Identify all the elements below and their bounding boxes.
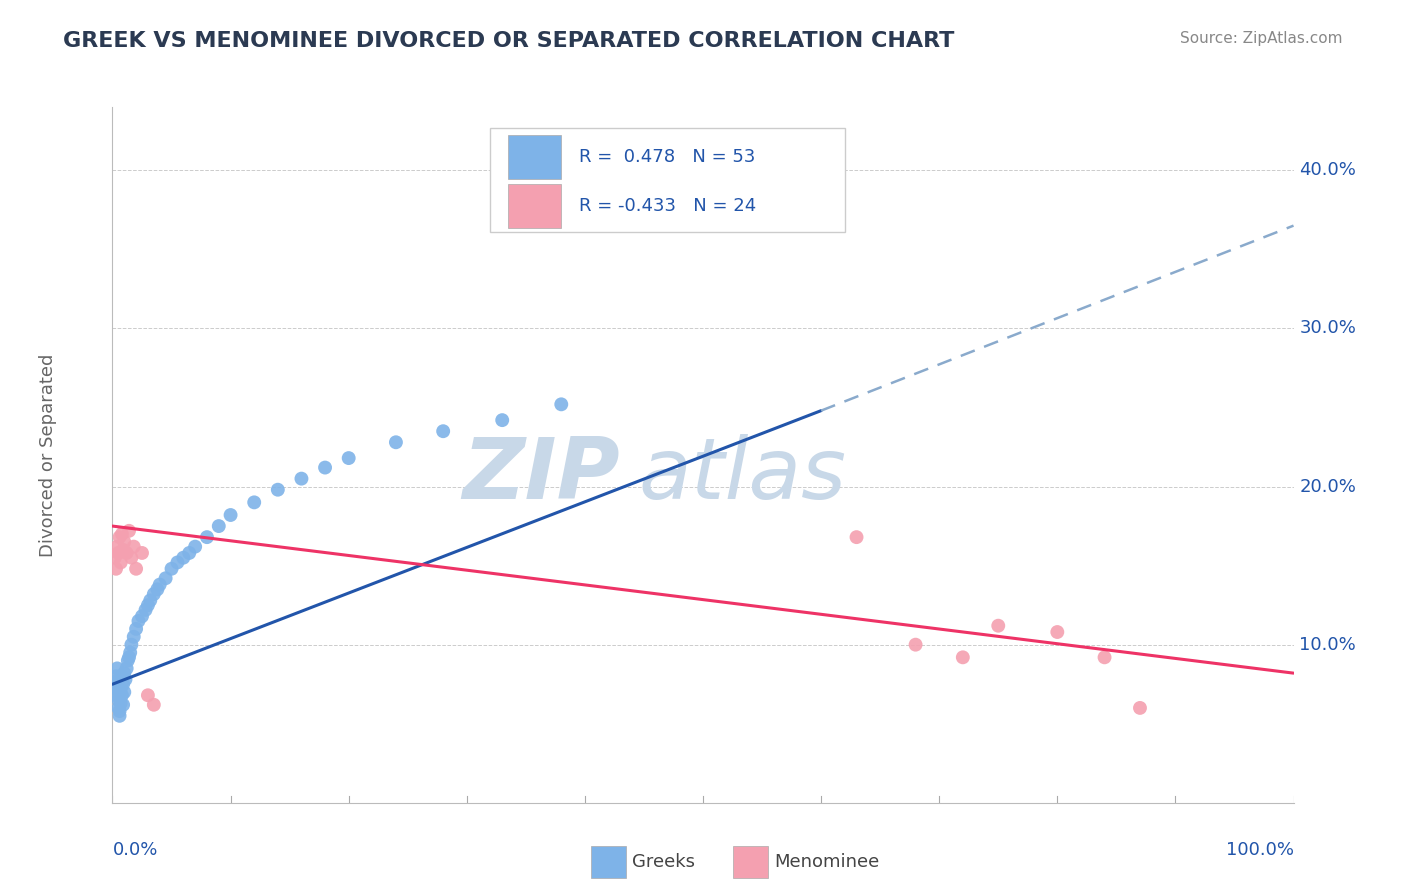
Point (117, 653, 139, 667)
Point (125, 622, 148, 636)
Point (337, 451, 360, 466)
Point (491, 413, 513, 427)
Point (107, 673, 129, 687)
Point (112, 685, 135, 699)
Point (115, 661, 138, 675)
Point (550, 397, 572, 411)
Point (142, 698, 165, 712)
Point (952, 650, 974, 665)
Point (112, 534, 135, 549)
Point (111, 527, 134, 541)
Point (131, 546, 153, 560)
Point (111, 688, 134, 702)
Point (267, 483, 290, 497)
Point (385, 435, 408, 450)
Point (166, 556, 188, 570)
Point (122, 630, 145, 644)
Point (1094, 650, 1116, 665)
Point (107, 546, 129, 560)
Point (160, 562, 183, 576)
Point (135, 603, 157, 617)
Text: atlas: atlas (638, 434, 846, 517)
Point (108, 708, 131, 723)
Text: Greeks: Greeks (633, 853, 695, 871)
Point (107, 693, 129, 707)
Point (105, 669, 128, 683)
Point (131, 609, 153, 624)
Point (122, 540, 145, 554)
Point (184, 540, 207, 554)
Point (107, 701, 129, 715)
Point (104, 550, 127, 565)
Text: ZIP: ZIP (463, 434, 620, 517)
Point (1129, 701, 1152, 715)
Point (112, 677, 135, 691)
Point (149, 577, 172, 591)
Point (104, 677, 127, 691)
Point (108, 704, 131, 718)
Point (172, 550, 194, 565)
Point (208, 519, 231, 533)
Text: GREEK VS MENOMINEE DIVORCED OR SEPARATED CORRELATION CHART: GREEK VS MENOMINEE DIVORCED OR SEPARATED… (63, 31, 955, 51)
Text: Menominee: Menominee (773, 853, 879, 871)
Point (290, 472, 312, 486)
Text: R =  0.478   N = 53: R = 0.478 N = 53 (579, 148, 755, 166)
Point (111, 669, 134, 683)
Point (432, 424, 454, 438)
Point (136, 688, 159, 702)
Point (110, 556, 132, 570)
Point (105, 681, 128, 696)
Point (118, 650, 141, 665)
Point (108, 530, 131, 544)
Point (139, 593, 162, 607)
Text: R = -0.433   N = 24: R = -0.433 N = 24 (579, 197, 756, 215)
Point (142, 587, 165, 601)
Point (112, 666, 135, 681)
Text: 30.0%: 30.0% (1299, 319, 1357, 337)
Point (146, 582, 169, 597)
Point (120, 646, 142, 660)
Point (112, 698, 135, 712)
Point (314, 460, 336, 475)
Point (105, 540, 128, 554)
Point (120, 638, 142, 652)
Point (127, 614, 149, 628)
Point (136, 598, 159, 612)
Point (195, 530, 218, 544)
Point (179, 546, 201, 560)
Point (114, 673, 136, 687)
Point (108, 685, 131, 699)
Point (155, 571, 177, 585)
Point (118, 524, 141, 538)
Point (120, 550, 142, 565)
Point (243, 495, 266, 509)
Text: 100.0%: 100.0% (1226, 841, 1294, 859)
Text: Divorced or Separated: Divorced or Separated (38, 353, 56, 557)
Point (219, 508, 242, 522)
Point (105, 688, 128, 702)
Point (105, 661, 128, 675)
Point (112, 542, 135, 557)
Text: Source: ZipAtlas.com: Source: ZipAtlas.com (1180, 31, 1343, 46)
Point (845, 530, 868, 544)
Text: 0.0%: 0.0% (112, 841, 157, 859)
Point (125, 562, 148, 576)
Point (987, 618, 1010, 632)
Point (105, 562, 128, 576)
Point (110, 681, 132, 696)
Point (115, 546, 138, 560)
Point (110, 696, 132, 710)
Text: 40.0%: 40.0% (1299, 161, 1357, 179)
Text: 10.0%: 10.0% (1299, 636, 1357, 654)
Point (904, 638, 927, 652)
Point (1046, 625, 1069, 640)
Text: 20.0%: 20.0% (1299, 477, 1357, 496)
